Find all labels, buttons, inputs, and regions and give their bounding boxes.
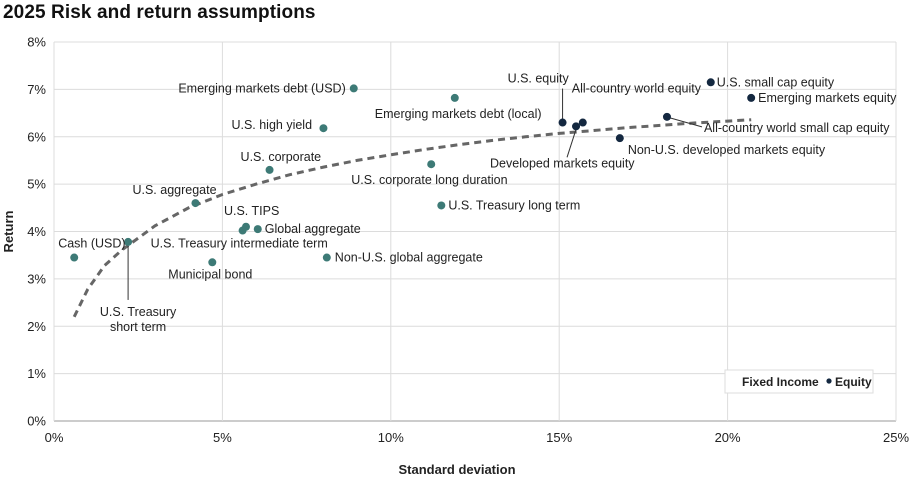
- x-tick-label: 20%: [715, 430, 741, 445]
- legend-box: [724, 369, 874, 394]
- label-all-country-world-small-cap-equity: All-country world small cap equity: [704, 121, 890, 135]
- trendline: [72, 118, 752, 318]
- point-developed-markets-equity: [572, 122, 581, 131]
- point-cash-usd: [70, 253, 79, 262]
- y-tick-label: 3%: [27, 271, 46, 286]
- y-tick-label: 7%: [27, 82, 46, 97]
- label-u-s-treasury-intermediate-term: U.S. Treasury intermediate term: [151, 237, 328, 251]
- axes: Standard deviation Return 0% 1% 2% 3% 4% 5% 6%…: [1, 35, 909, 478]
- y-tick-label: 0%: [27, 414, 46, 429]
- label-u-s-treasury-long-term: U.S. Treasury long term: [448, 198, 580, 212]
- x-tick-label: 25%: [883, 430, 909, 445]
- leader-developed-markets-equity: [566, 129, 577, 158]
- label-non-u-s-global-aggregate: Non-U.S. global aggregate: [335, 251, 483, 265]
- point-u-s-treasury-short-term: [124, 237, 133, 246]
- label-emerging-markets-equity: Emerging markets equity: [758, 91, 897, 105]
- point-u-s-corporate-long-duration: [427, 160, 436, 169]
- label-u-s-tips: U.S. TIPS: [224, 204, 279, 218]
- leader-all-country-world-small-cap-equity: [669, 117, 703, 128]
- point-global-aggregate: [253, 225, 262, 234]
- legend-fixed-income-label: Fixed Income: [742, 375, 819, 389]
- label-u-s-equity: U.S. equity: [508, 72, 570, 86]
- label-u-s-small-cap-equity: U.S. small cap equity: [717, 75, 835, 89]
- label-cash-usd: Cash (USD): [58, 237, 125, 251]
- point-u-s-aggregate: [191, 199, 200, 208]
- y-tick-label: 2%: [27, 319, 46, 334]
- point-emerging-markets-debt-usd: [349, 84, 358, 93]
- data-points: [70, 78, 756, 267]
- point-all-country-world-equity: [578, 118, 587, 127]
- x-tick-label: 15%: [546, 430, 572, 445]
- x-tick-label: 0%: [45, 430, 64, 445]
- point-u-s-high-yield: [319, 124, 328, 133]
- point-emerging-markets-debt-local: [450, 93, 459, 102]
- label-u-s-aggregate: U.S. aggregate: [132, 183, 216, 197]
- y-tick-label: 4%: [27, 224, 46, 239]
- label-municipal-bond: Municipal bond: [168, 267, 252, 281]
- grid: [53, 41, 897, 422]
- label-u-s-corporate: U.S. corporate: [241, 150, 322, 164]
- legend-equity-marker: [826, 378, 832, 384]
- point-labels: Cash (USD) U.S. Treasury short term U.S. ag…: [58, 72, 897, 334]
- legend-equity-label: Equity: [835, 375, 872, 389]
- y-tick-label: 6%: [27, 129, 46, 144]
- x-axis-label: Standard deviation: [398, 462, 515, 477]
- leader-lines: [127, 88, 703, 300]
- label-u-s-corporate-long-duration: U.S. corporate long duration: [351, 173, 507, 187]
- label-line: short term: [110, 320, 166, 334]
- point-u-s-small-cap-equity: [706, 78, 715, 87]
- label-all-country-world-equity: All-country world equity: [572, 82, 702, 96]
- chart-title: 2025 Risk and return assumptions: [3, 2, 316, 23]
- label-u-s-treasury-short-term: U.S. Treasury short term: [100, 305, 177, 334]
- point-municipal-bond: [208, 258, 217, 267]
- legend: Fixed Income Equity: [724, 369, 874, 394]
- point-all-country-world-small-cap-equity: [662, 112, 671, 121]
- y-axis-label: Return: [1, 210, 16, 252]
- y-tick-label: 1%: [27, 366, 46, 381]
- label-emerging-markets-debt-local: Emerging markets debt (local): [375, 107, 542, 121]
- point-u-s-treasury-long-term: [437, 201, 446, 210]
- label-developed-markets-equity: Developed markets equity: [490, 156, 635, 170]
- x-tick-label: 5%: [213, 430, 232, 445]
- label-line: U.S. Treasury: [100, 305, 177, 319]
- trendline-path: [72, 118, 752, 318]
- label-u-s-high-yield: U.S. high yield: [231, 118, 312, 132]
- point-u-s-corporate: [265, 165, 274, 174]
- point-u-s-equity: [558, 118, 567, 127]
- point-non-u-s-global-aggregate: [322, 253, 331, 262]
- y-tick-label: 8%: [27, 35, 46, 50]
- point-u-s-treasury-intermediate-term: [238, 226, 247, 235]
- label-non-u-s-developed-markets-equity: Non-U.S. developed markets equity: [628, 143, 826, 157]
- point-emerging-markets-equity: [747, 93, 756, 102]
- x-tick-label: 10%: [378, 430, 404, 445]
- label-emerging-markets-debt-usd: Emerging markets debt (USD): [178, 81, 345, 95]
- point-non-u-s-developed-markets-equity: [615, 134, 624, 143]
- y-tick-label: 5%: [27, 177, 46, 192]
- label-global-aggregate: Global aggregate: [265, 222, 361, 236]
